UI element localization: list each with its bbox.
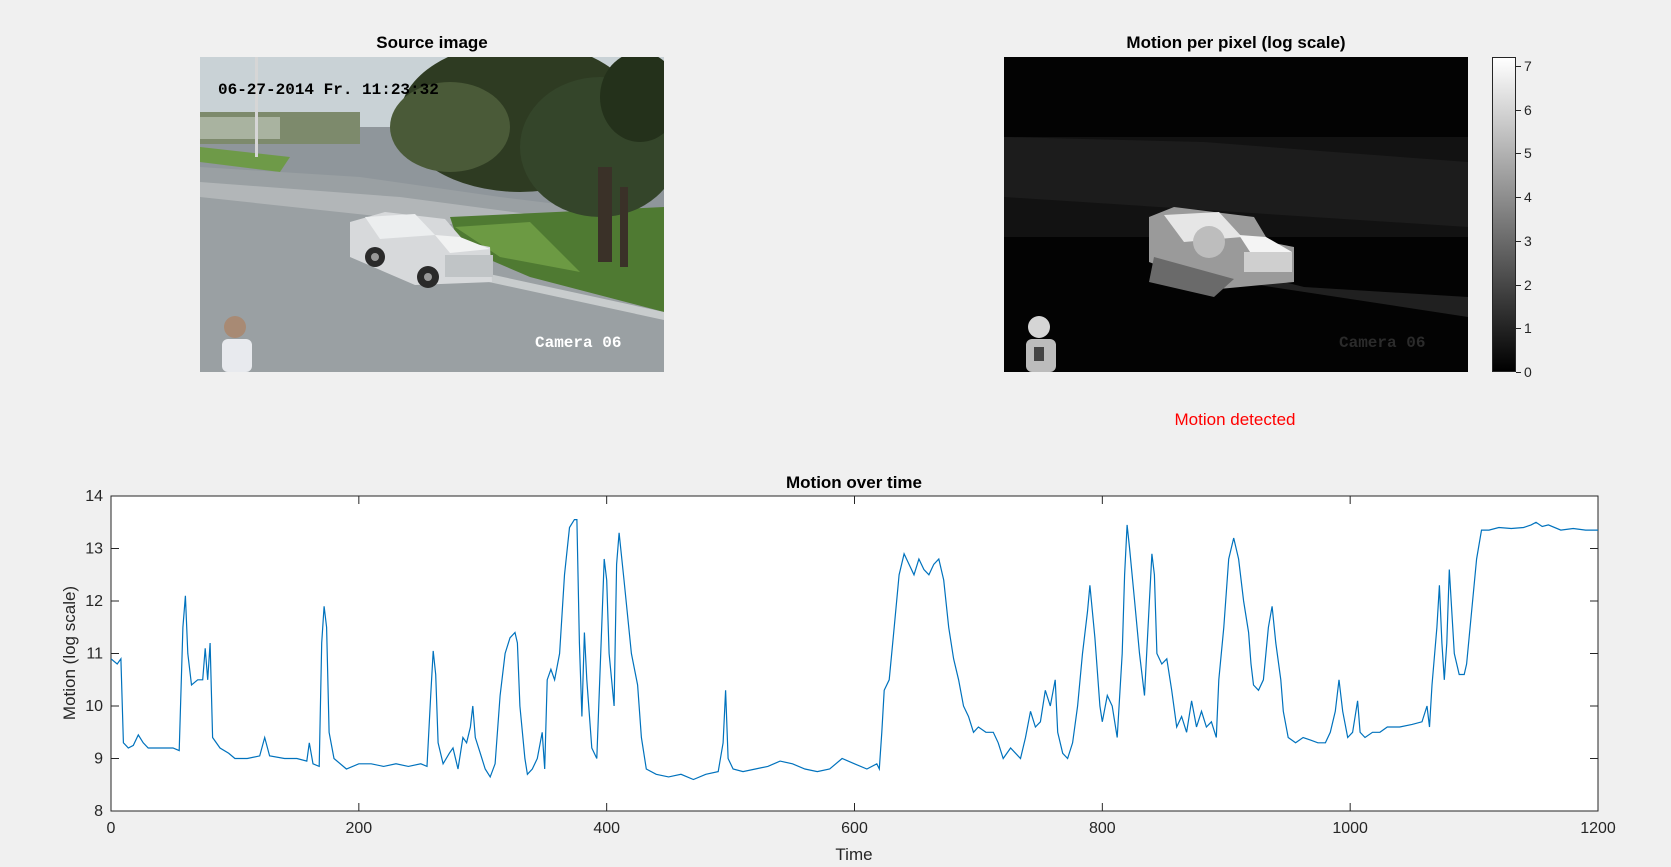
x-tick-label: 800: [1089, 820, 1116, 837]
colorbar-tick: [1516, 372, 1521, 373]
status-message: Motion detected: [1174, 410, 1296, 429]
colorbar-tick-label: 1: [1524, 320, 1532, 337]
motion-image-title: Motion per pixel (log scale): [1126, 33, 1346, 52]
colorbar-tick-label: 6: [1524, 101, 1532, 118]
street-scene-image: 06-27-2014 Fr. 11:23:32 Camera 06: [200, 57, 664, 372]
y-tick-label: 11: [86, 646, 103, 663]
y-tick-label: 14: [85, 488, 103, 505]
chart-title: Motion over time: [786, 473, 922, 492]
x-axis-label: Time: [835, 845, 872, 864]
y-axis-label: Motion (log scale): [60, 586, 79, 720]
x-tick-label: 1200: [1580, 820, 1616, 837]
x-tick-label: 200: [345, 820, 372, 837]
x-tick-label: 0: [107, 820, 116, 837]
y-tick-label: 10: [85, 698, 103, 715]
motion-heatmap-image: Camera 06: [1004, 57, 1468, 372]
y-tick-label: 13: [85, 541, 103, 558]
y-tick-label: 8: [94, 803, 103, 820]
motion-series-line: [110, 519, 1598, 781]
colorbar-tick: [1516, 65, 1521, 67]
camera-label-ghost: Camera 06: [1339, 334, 1425, 352]
y-tick-label: 9: [94, 751, 103, 768]
pickup-truck: [350, 212, 493, 288]
motion-heatmap: Camera 06: [1004, 57, 1468, 372]
y-tick-label: 12: [85, 593, 103, 610]
source-image: 06-27-2014 Fr. 11:23:32 Camera 06: [200, 57, 664, 372]
person-motion-blob: [1026, 316, 1056, 372]
pedestrian: [222, 316, 252, 372]
source-image-title: Source image: [376, 33, 488, 52]
colorbar-tick-label: 0: [1524, 364, 1532, 380]
colorbar-tick: [1516, 284, 1521, 286]
colorbar-tick: [1516, 240, 1521, 242]
colorbar-tick-label: 3: [1524, 232, 1532, 249]
colorbar: [1492, 57, 1516, 372]
colorbar-tick: [1516, 197, 1521, 198]
timestamp-overlay: 06-27-2014 Fr. 11:23:32: [218, 81, 439, 99]
x-tick-label: 400: [593, 820, 620, 837]
colorbar-tick-label: 2: [1524, 276, 1532, 293]
colorbar-tick-label: 4: [1524, 189, 1532, 205]
plot-area: [110, 495, 1599, 812]
colorbar-tick-label: 5: [1524, 145, 1532, 162]
colorbar-tick: [1516, 153, 1521, 155]
x-tick-label: 600: [841, 820, 868, 837]
colorbar-tick: [1516, 328, 1521, 330]
truck-motion-blob: [1149, 207, 1294, 297]
colorbar-tick: [1516, 109, 1521, 111]
x-tick-label: 1000: [1332, 820, 1368, 837]
camera-label-overlay: Camera 06: [535, 334, 621, 352]
colorbar-tick-label: 7: [1524, 57, 1532, 74]
